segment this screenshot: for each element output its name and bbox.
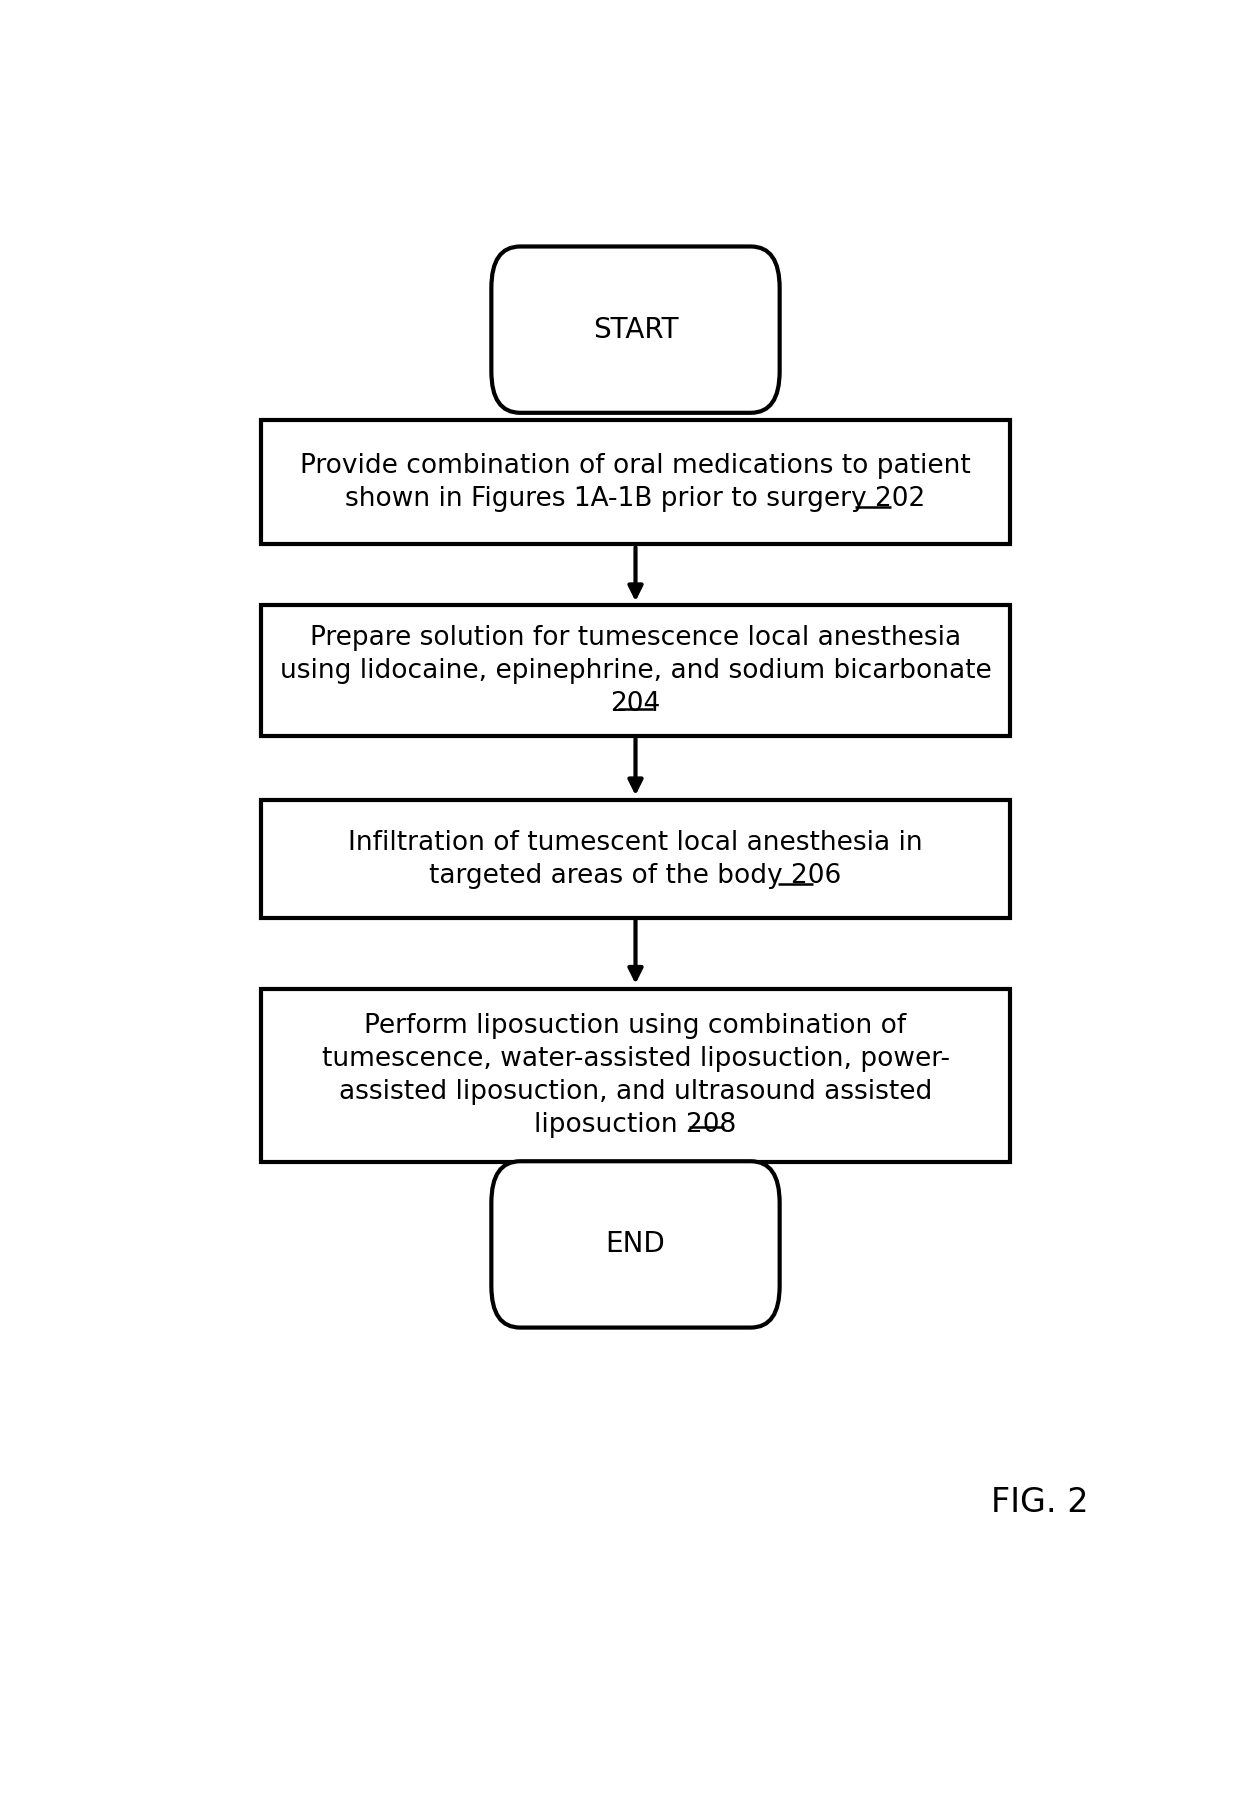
Text: END: END [605,1231,666,1258]
Bar [260,801,1011,918]
Text: Provide combination of oral medications to patient
shown in Figures 1A-1B prior : Provide combination of oral medications … [300,452,971,511]
Text: FIG. 2: FIG. 2 [991,1485,1089,1519]
FancyBboxPatch shape [491,1161,780,1328]
Text: Perform liposuction using combination of
tumescence, water-assisted liposuction,: Perform liposuction using combination of… [321,1013,950,1138]
Text: START: START [593,315,678,344]
Bar [260,988,1011,1163]
Bar [260,605,1011,736]
Bar [260,419,1011,544]
Text: Prepare solution for tumescence local anesthesia
using lidocaine, epinephrine, a: Prepare solution for tumescence local an… [280,625,991,716]
FancyBboxPatch shape [491,247,780,412]
Text: Infiltration of tumescent local anesthesia in
targeted areas of the body 206: Infiltration of tumescent local anesthes… [348,830,923,889]
